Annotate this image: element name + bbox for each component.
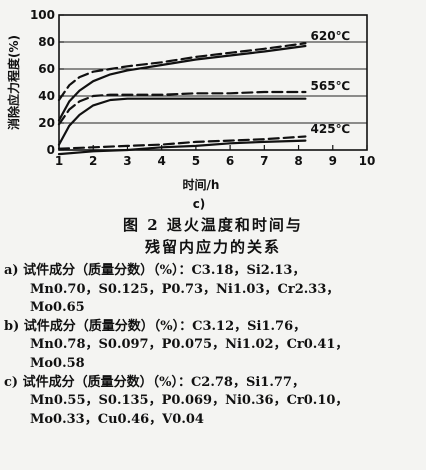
y-tick-label: 40 (38, 89, 55, 103)
note-line: Mn0.70，S0.125，P0.73，Ni1.03，Cr2.33， (30, 281, 340, 297)
x-tick-label: 9 (329, 154, 337, 168)
series-line (57, 44, 307, 122)
note-line: Mo0.65 (30, 300, 85, 316)
note-line: c) 试件成分（质量分数）（%）：C2.78，Si1.77， (4, 374, 305, 390)
figure-caption-line2: 残留内应力的关系 (144, 238, 281, 256)
series-line (57, 135, 307, 150)
x-tick-label: 10 (359, 154, 376, 168)
panel-label: c) (193, 197, 206, 211)
series-label: 565℃ (311, 79, 351, 93)
y-tick-label: 20 (38, 116, 55, 130)
x-tick-label: 2 (89, 154, 97, 168)
plot-frame (58, 14, 368, 151)
series-line (57, 90, 307, 126)
x-tick-label: 3 (123, 154, 131, 168)
annealing-chart: 1 2 3 4 5 6 7 8 9 10020406080100时间/h消除应力程度(%)c)62… (6, 8, 376, 211)
y-tick-label: 100 (30, 8, 55, 22)
x-tick-label: 1 (55, 154, 63, 168)
note-line: Mo0.58 (30, 355, 85, 371)
note-line: b) 试件成分（质量分数）（%）：C3.12，Si1.76， (4, 318, 307, 334)
note-line: Mn0.55，S0.135，P0.069，Ni0.36，Cr0.10， (30, 393, 349, 409)
x-tick-label: 4 (157, 154, 165, 168)
composition-notes: a) 试件成分（质量分数）（%）：C3.18，Si2.13， Mn0.70，S0… (4, 262, 424, 429)
x-tick-label: 8 (294, 154, 302, 168)
y-tick-label: 60 (38, 62, 55, 76)
x-tick-label: 6 (226, 154, 234, 168)
figure-caption-line1: 图 2 退火温度和时间与 (123, 216, 303, 234)
y-axis-label: 消除应力程度(%) (6, 35, 21, 130)
y-tick-label: 80 (38, 35, 55, 49)
x-tick-label: 5 (192, 154, 200, 168)
note-line: a) 试件成分（质量分数）（%）：C3.18，Si2.13， (4, 263, 306, 278)
series-label: 425℃ (311, 122, 351, 136)
y-tick-label: 0 (47, 143, 55, 157)
series-line (57, 42, 307, 102)
x-tick-label: 7 (260, 154, 268, 168)
series-line (57, 139, 307, 156)
note-line: Mo0.33，Cu0.46，V0.04 (30, 411, 204, 427)
series-label: 620℃ (311, 29, 351, 43)
x-axis-label: 时间/h (183, 177, 220, 192)
series-line (57, 97, 307, 146)
note-line: Mn0.78，S0.097，P0.075，Ni1.02，Cr0.41， (30, 337, 349, 353)
